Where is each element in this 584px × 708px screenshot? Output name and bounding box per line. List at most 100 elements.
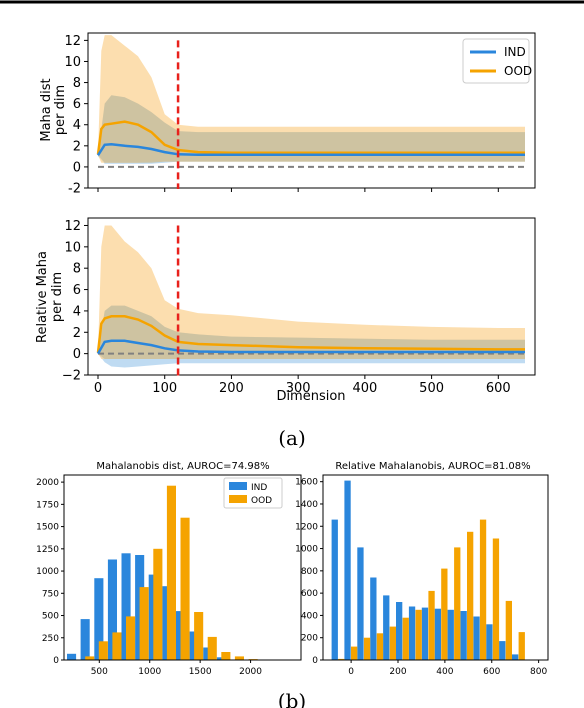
bar-ind [331,519,338,660]
bar-ind [447,609,454,660]
bar-ind [473,616,480,660]
y-tick-label: 800 [301,567,318,577]
y-tick-label: 8 [73,262,81,277]
bar-ind [460,611,467,660]
y-tick-label: -2 [68,182,81,197]
bar-ind [121,553,131,660]
y-tick-label: 1250 [36,545,59,555]
x-tick-label: 0 [94,381,102,396]
y-tick-label: 2000 [36,478,59,488]
y-ticks: 0 250 500 750 1000 1250 1500 1750 2000 [36,478,64,666]
line-ood [96,315,525,353]
x-ticks: 0 200 400 600 800 [348,660,547,677]
x-tick-label: 2000 [239,667,262,677]
y-ticks: -2 0 2 4 6 8 10 12 [64,34,88,197]
plot-frame [87,217,536,376]
bar-ood [518,632,525,660]
bar-ood [428,590,435,660]
bar-ind [80,619,90,660]
bar-ood [415,609,422,660]
y-tick-label: −2 [62,369,81,384]
legend-label-ood: OOD [504,64,532,78]
band-layer [98,35,525,164]
y-axis-label-line1: Maha dist [39,78,54,141]
bar-ood [467,531,474,660]
bar-ood [112,632,122,660]
x-tick-label: 600 [486,381,511,396]
bar-ood [441,568,448,660]
bar-ood [363,637,371,660]
bar-ood [389,626,396,660]
y-tick-label: 10 [64,55,81,70]
y-tick-label: 250 [42,634,59,644]
band-overlap [98,95,525,163]
legend-label-ind: IND [251,483,267,493]
bar-ood [85,656,95,660]
y-tick-label: 1500 [36,523,59,533]
legend-label-ood: OOD [251,496,272,506]
y-tick-label: 12 [64,219,81,234]
bar-layer [331,480,525,660]
bar-ood [505,600,512,660]
x-tick-label: 1500 [189,667,212,677]
x-ticks: 500 1000 1500 2000 [91,660,262,677]
line-ood [96,120,525,155]
chart-title: Mahalanobis dist, AUROC=74.98% [96,461,269,472]
bar-ood [479,519,487,660]
x-tick-label: 400 [352,381,377,396]
bar-ind [421,607,429,660]
band-ood [98,225,525,359]
bar-ind [107,559,117,660]
x-tick-label: 400 [436,667,453,677]
caption-a: (a) [278,426,306,450]
y-tick-label: 600 [301,589,318,599]
bar-ood [376,633,384,660]
y-axis-label-line2: per dim [50,272,65,322]
bar-ood [207,636,217,660]
bar-ind [434,608,441,660]
y-tick-label: 1750 [36,500,59,510]
legend-label-ind: IND [504,45,526,59]
bar-ood [402,617,409,660]
y-tick-label: 6 [73,97,81,112]
panel-maha-dist: -2 0 2 4 6 8 10 12 Maha dist per dim IND OOD [39,32,536,197]
plot-frame [87,32,536,189]
bar-ood [338,658,345,660]
panel-hist-relative-maha: Relative Mahalanobis, AUROC=81.08% 0 200 4… [295,461,549,677]
bar-ood [234,656,244,660]
x-tick-label: 600 [483,667,500,677]
legend-swatch-ood [229,495,247,503]
plot-frame [322,474,549,661]
y-tick-label: 1400 [295,500,318,510]
y-ticks: −2 0 2 4 6 8 10 12 [62,219,88,384]
y-tick-label: 0 [312,656,318,666]
bar-ind [499,641,506,660]
y-tick-label: 8 [73,76,81,91]
x-ticks: 0 100 200 300 400 500 600 [94,375,511,396]
y-tick-label: 12 [64,34,81,49]
legend: IND OOD [223,477,283,509]
bar-ood [126,616,136,660]
bar-ind [67,653,77,660]
x-tick-label: 1000 [138,667,161,677]
y-tick-label: 0 [73,347,81,362]
y-axis-label-line2: per dim [53,85,68,135]
bar-ood [221,652,231,660]
bar-ind [175,611,185,660]
band-ood [98,35,525,163]
bar-ind [148,574,158,660]
x-tick-label: 500 [419,381,444,396]
y-tick-label: 1600 [295,478,318,488]
bar-ind [357,547,364,660]
bar-ind [344,480,351,660]
y-tick-label: 4 [73,118,81,133]
y-tick-label: 1000 [295,545,318,555]
bar-ind [486,624,493,660]
x-tick-label: 300 [286,381,311,396]
bar-ood [98,641,108,660]
bar-ind [408,606,416,660]
bar-ood [166,485,176,660]
y-tick-label: 0 [53,656,59,666]
x-ticks [97,188,499,192]
